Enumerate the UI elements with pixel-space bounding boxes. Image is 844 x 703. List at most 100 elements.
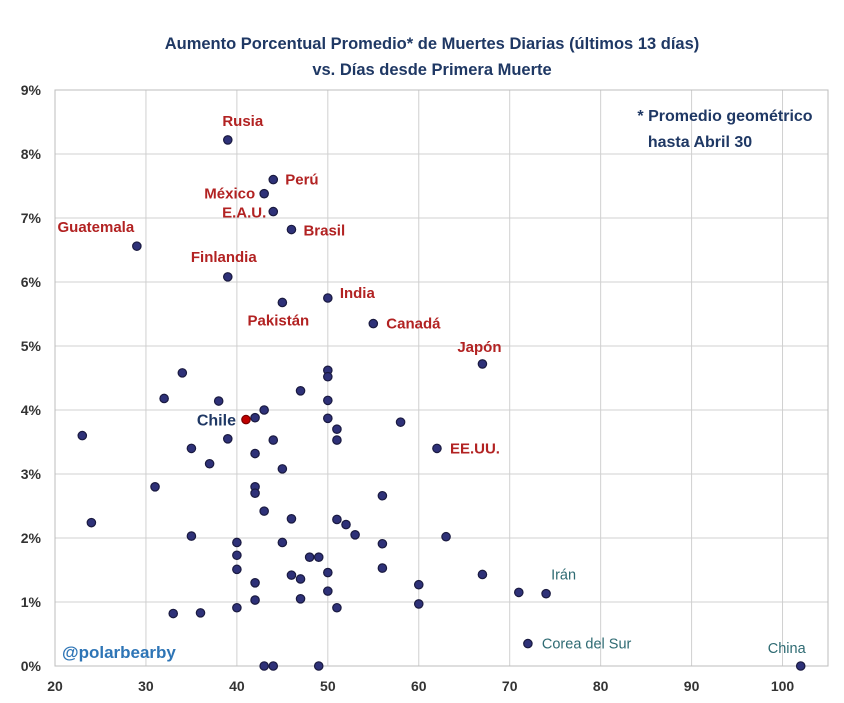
x-tick-label: 100 — [771, 678, 795, 694]
x-tick-label: 40 — [229, 678, 245, 694]
data-point — [332, 602, 342, 613]
x-tick-label: 60 — [411, 678, 427, 694]
chart-note-line2: hasta Abril 30 — [648, 134, 752, 151]
x-tick-label: 90 — [684, 678, 700, 694]
y-tick-label: 5% — [21, 338, 42, 354]
y-tick-label: 0% — [21, 658, 42, 674]
data-point — [286, 570, 297, 580]
data-point — [377, 490, 388, 501]
data-point — [277, 297, 288, 308]
data-point — [295, 574, 306, 584]
data-point — [304, 552, 315, 562]
data-point — [477, 359, 488, 369]
y-tick-label: 3% — [21, 466, 42, 482]
data-point — [222, 135, 233, 145]
point-label: Brasil — [303, 223, 345, 240]
data-point — [286, 224, 297, 235]
data-point — [232, 564, 242, 575]
axis-ticks: 20 30 40 50 60 70 80 90 100 0% 1% 2% 3% 4% 5% 6% 7% 8% 9% — [21, 82, 795, 694]
point-label: Chile — [197, 413, 236, 430]
data-point — [232, 602, 242, 613]
data-point — [250, 412, 260, 423]
data-point — [259, 661, 269, 671]
data-point — [250, 577, 260, 588]
data-point — [277, 537, 288, 548]
chart-title: Aumento Porcentual Promedio* de Muertes … — [165, 35, 700, 53]
point-label: E.A.U. — [222, 205, 266, 222]
data-point — [159, 393, 169, 404]
data-point — [332, 435, 342, 445]
grid-lines — [54, 89, 829, 667]
x-tick-label: 80 — [593, 678, 609, 694]
data-point — [350, 529, 360, 540]
data-point — [259, 405, 269, 415]
data-point — [395, 417, 406, 427]
y-tick-label: 7% — [21, 210, 42, 226]
data-point — [432, 443, 442, 454]
data-point — [250, 448, 260, 459]
data-point — [377, 563, 388, 573]
point-label: Finlandia — [191, 249, 257, 266]
highlight-point — [241, 414, 251, 425]
point-label: Rusia — [222, 113, 264, 130]
data-point — [77, 430, 88, 441]
y-tick-label: 2% — [21, 530, 42, 546]
data-point — [286, 513, 297, 524]
y-tick-label: 9% — [21, 82, 42, 98]
data-point — [86, 517, 97, 528]
chart-subtitle: vs. Días desde Primera Muerte — [312, 61, 551, 79]
data-point — [222, 433, 233, 444]
point-label: Pakistán — [248, 312, 310, 329]
data-point — [222, 272, 233, 282]
data-point — [268, 174, 279, 185]
data-point — [168, 608, 179, 619]
data-point — [268, 206, 279, 217]
data-point — [368, 318, 379, 329]
data-point — [213, 396, 224, 406]
data-point — [332, 514, 342, 525]
data-point — [250, 488, 260, 498]
data-point — [150, 481, 160, 492]
data-point — [377, 538, 388, 549]
data-point — [250, 595, 260, 605]
point-label: Japón — [457, 339, 501, 356]
point-label: Perú — [285, 172, 318, 189]
data-point — [295, 385, 306, 396]
x-tick-label: 70 — [502, 678, 518, 694]
data-point — [323, 586, 333, 596]
point-label: Irán — [551, 568, 576, 584]
data-point — [132, 241, 142, 251]
data-point — [177, 368, 188, 378]
point-label: China — [768, 641, 807, 657]
y-tick-label: 4% — [21, 402, 42, 418]
data-point — [323, 395, 333, 406]
data-point — [513, 587, 524, 598]
data-point — [277, 464, 288, 474]
data-point — [323, 293, 333, 303]
data-point — [332, 424, 342, 434]
data-point — [341, 519, 351, 530]
data-point — [413, 579, 424, 590]
data-point — [186, 531, 197, 541]
data-point — [523, 638, 533, 649]
data-point — [204, 458, 215, 469]
data-points — [77, 135, 806, 671]
data-point — [323, 413, 333, 424]
chart-note-line1: * Promedio geométrico — [637, 108, 812, 125]
data-point — [313, 552, 324, 562]
data-point — [323, 567, 333, 578]
data-point — [268, 661, 279, 671]
data-point — [232, 537, 242, 548]
data-point — [195, 608, 206, 618]
x-tick-label: 30 — [138, 678, 154, 694]
data-point — [295, 593, 306, 604]
data-point — [259, 188, 269, 199]
point-label: EE.UU. — [450, 440, 500, 457]
data-point — [441, 531, 451, 542]
data-point — [186, 443, 197, 454]
data-point — [323, 371, 333, 382]
data-point — [268, 435, 279, 445]
point-label: Corea del Sur — [542, 637, 632, 653]
